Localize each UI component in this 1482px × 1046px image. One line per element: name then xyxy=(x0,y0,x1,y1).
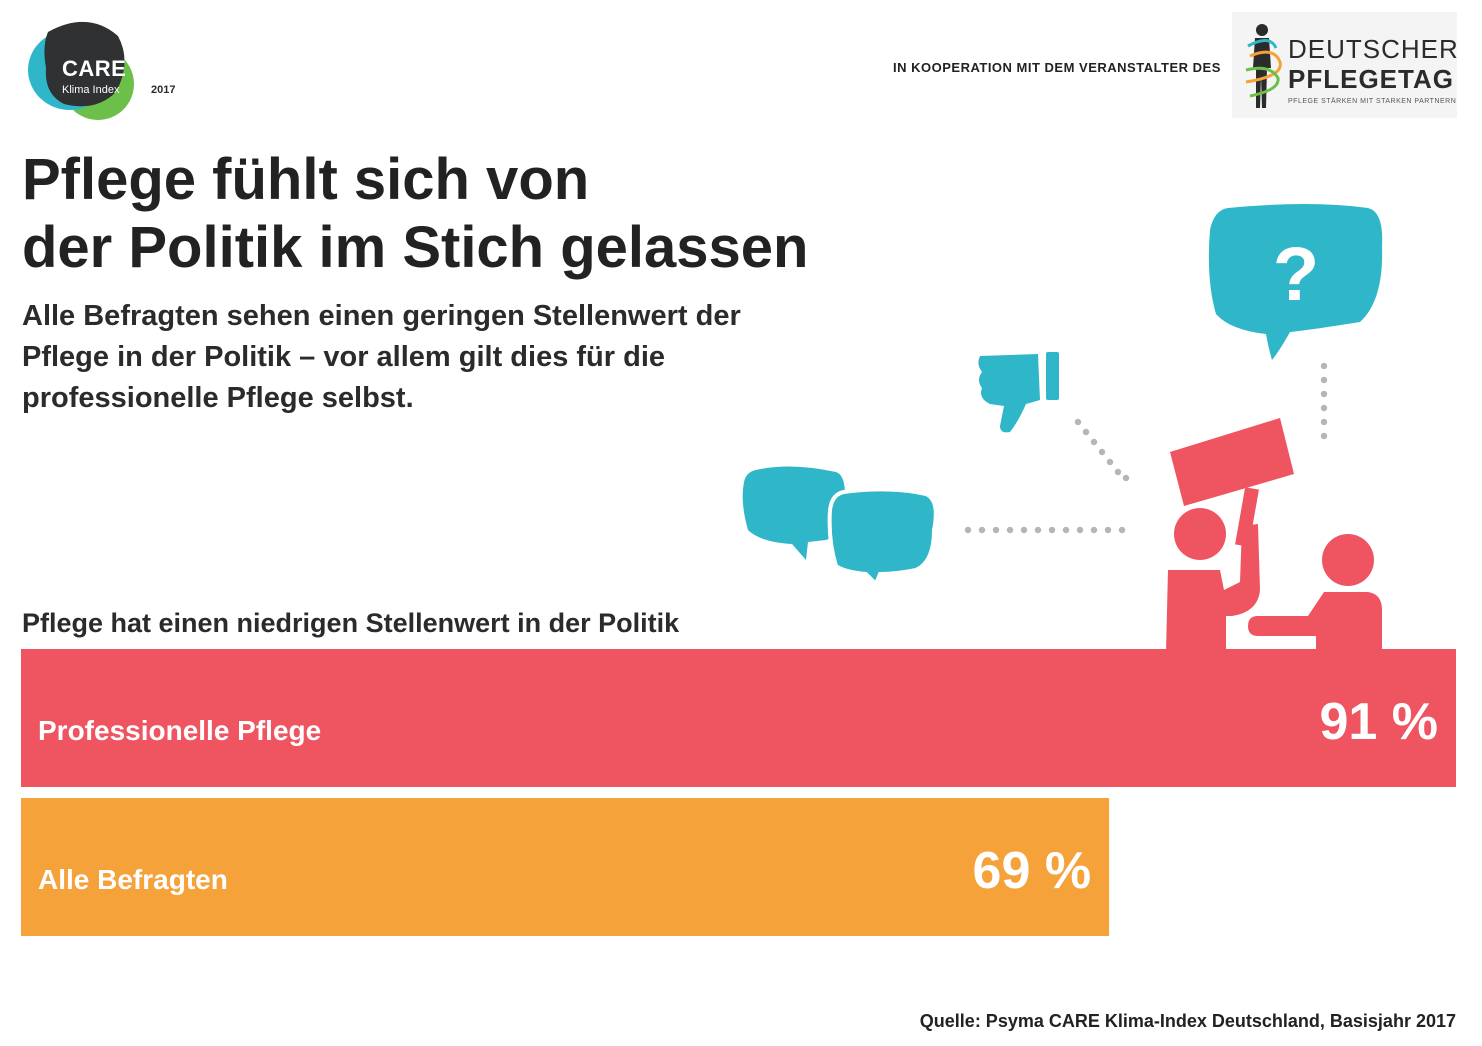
dotted-connectors xyxy=(964,362,1328,534)
thumbs-down-icon xyxy=(978,352,1059,433)
title-line-1: Pflege fühlt sich von xyxy=(22,147,590,212)
bar-1 xyxy=(21,649,1456,787)
person-at-desk-icon xyxy=(1248,534,1382,652)
care-logo-word: CARE xyxy=(62,56,127,81)
chart-title: Pflege hat einen niedrigen Stellenwert i… xyxy=(22,608,680,638)
subtitle-line-2: Pflege in der Politik – vor allem gilt d… xyxy=(22,341,665,373)
care-logo-icon xyxy=(28,21,134,120)
bar-value-label-2: 69 % xyxy=(973,842,1092,900)
speech-bubbles-icon xyxy=(742,466,938,588)
pflegetag-logo-line1: DEUTSCHER xyxy=(1288,34,1459,64)
bar-category-label-1: Professionelle Pflege xyxy=(38,715,321,746)
pflegetag-logo-line3: PFLEGE STÄRKEN MIT STARKEN PARTNERN xyxy=(1288,98,1457,105)
protest-illustration: ? xyxy=(742,204,1383,652)
page-subtitle: Alle Befragten sehen einen geringen Stel… xyxy=(22,296,922,419)
pflegetag-figure-icon xyxy=(1245,24,1282,108)
pflegetag-logo-line2: PFLEGETAG xyxy=(1288,64,1454,94)
care-logo-year: 2017 xyxy=(151,84,176,96)
care-logo-sub: Klima Index xyxy=(62,84,120,96)
source-note: Quelle: Psyma CARE Klima-Index Deutschla… xyxy=(919,1011,1456,1031)
pflegetag-logo: DEUTSCHER PFLEGETAG PFLEGE STÄRKEN MIT S… xyxy=(1232,12,1459,118)
subtitle-line-3: professionelle Pflege selbst. xyxy=(22,382,414,414)
svg-text:?: ? xyxy=(1273,232,1319,317)
bar-category-label-2: Alle Befragten xyxy=(38,864,228,895)
bar-2 xyxy=(21,798,1110,936)
title-line-2: der Politik im Stich gelassen xyxy=(22,215,809,280)
question-bubble-icon: ? xyxy=(1208,204,1383,360)
subtitle-line-1: Alle Befragten sehen einen geringen Stel… xyxy=(22,300,741,332)
care-klima-index-logo: CARE Klima Index 2017 xyxy=(18,12,175,124)
page-title: Pflege fühlt sich von der Politik im Sti… xyxy=(22,146,1002,282)
cooperation-text: IN KOOPERATION MIT DEM VERANSTALTER DES xyxy=(893,60,1221,75)
bar-value-label-1: 91 % xyxy=(1319,693,1438,751)
protest-sign-person-icon xyxy=(1166,418,1294,652)
